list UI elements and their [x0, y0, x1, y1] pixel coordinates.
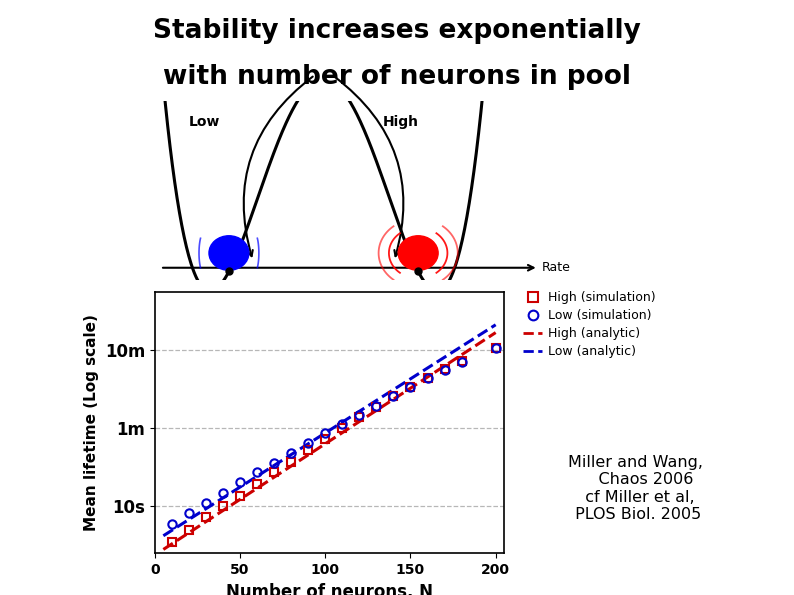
Circle shape [209, 236, 249, 270]
Low (simulation) [184, 510, 194, 517]
Line: High (simulation): High (simulation) [168, 344, 500, 546]
Low (simulation) [303, 440, 313, 447]
Low (simulation) [406, 384, 415, 391]
Low (simulation) [491, 345, 500, 352]
High (simulation) [321, 436, 330, 443]
Text: Rate: Rate [542, 261, 571, 274]
Low (simulation) [287, 449, 296, 456]
Low (simulation) [218, 489, 228, 496]
Low (simulation) [201, 500, 210, 507]
High (simulation) [372, 403, 381, 411]
High (simulation) [355, 414, 364, 421]
Low (simulation) [252, 468, 262, 475]
High (simulation) [252, 480, 262, 487]
High (simulation) [303, 446, 313, 453]
Low (simulation) [167, 521, 176, 528]
High (simulation) [235, 492, 245, 499]
High (simulation) [422, 374, 432, 381]
High (simulation) [201, 514, 210, 521]
High (simulation) [406, 384, 415, 391]
Text: Miller and Wang,
    Chaos 2006
  cf Miller et al,
 PLOS Biol. 2005: Miller and Wang, Chaos 2006 cf Miller et… [568, 455, 703, 522]
High (simulation) [287, 458, 296, 465]
Low (simulation) [269, 459, 279, 466]
High (simulation) [184, 527, 194, 534]
High (simulation) [457, 358, 466, 365]
Y-axis label: Mean lifetime (Log scale): Mean lifetime (Log scale) [84, 314, 99, 531]
High (simulation) [491, 345, 500, 352]
Low (simulation) [321, 430, 330, 437]
High (simulation) [337, 425, 347, 432]
Text: High: High [383, 115, 419, 129]
Text: with number of neurons in pool: with number of neurons in pool [163, 64, 631, 90]
Low (simulation) [235, 478, 245, 486]
Line: Low (simulation): Low (simulation) [168, 344, 500, 528]
Low (simulation) [355, 411, 364, 418]
Low (simulation) [457, 358, 466, 365]
Low (simulation) [440, 366, 449, 373]
High (simulation) [388, 393, 398, 400]
Low (simulation) [337, 420, 347, 427]
Low (simulation) [372, 402, 381, 409]
High (simulation) [218, 503, 228, 510]
Low (simulation) [388, 393, 398, 400]
High (simulation) [269, 468, 279, 475]
Text: Low: Low [189, 115, 221, 129]
X-axis label: Number of neurons, N: Number of neurons, N [226, 583, 433, 595]
Circle shape [399, 236, 438, 270]
Text: Stability increases exponentially: Stability increases exponentially [153, 18, 641, 45]
High (simulation) [167, 538, 176, 545]
Low (simulation) [422, 375, 432, 382]
Legend: High (simulation), Low (simulation), High (analytic), Low (analytic): High (simulation), Low (simulation), Hig… [518, 286, 661, 363]
High (simulation) [440, 365, 449, 372]
